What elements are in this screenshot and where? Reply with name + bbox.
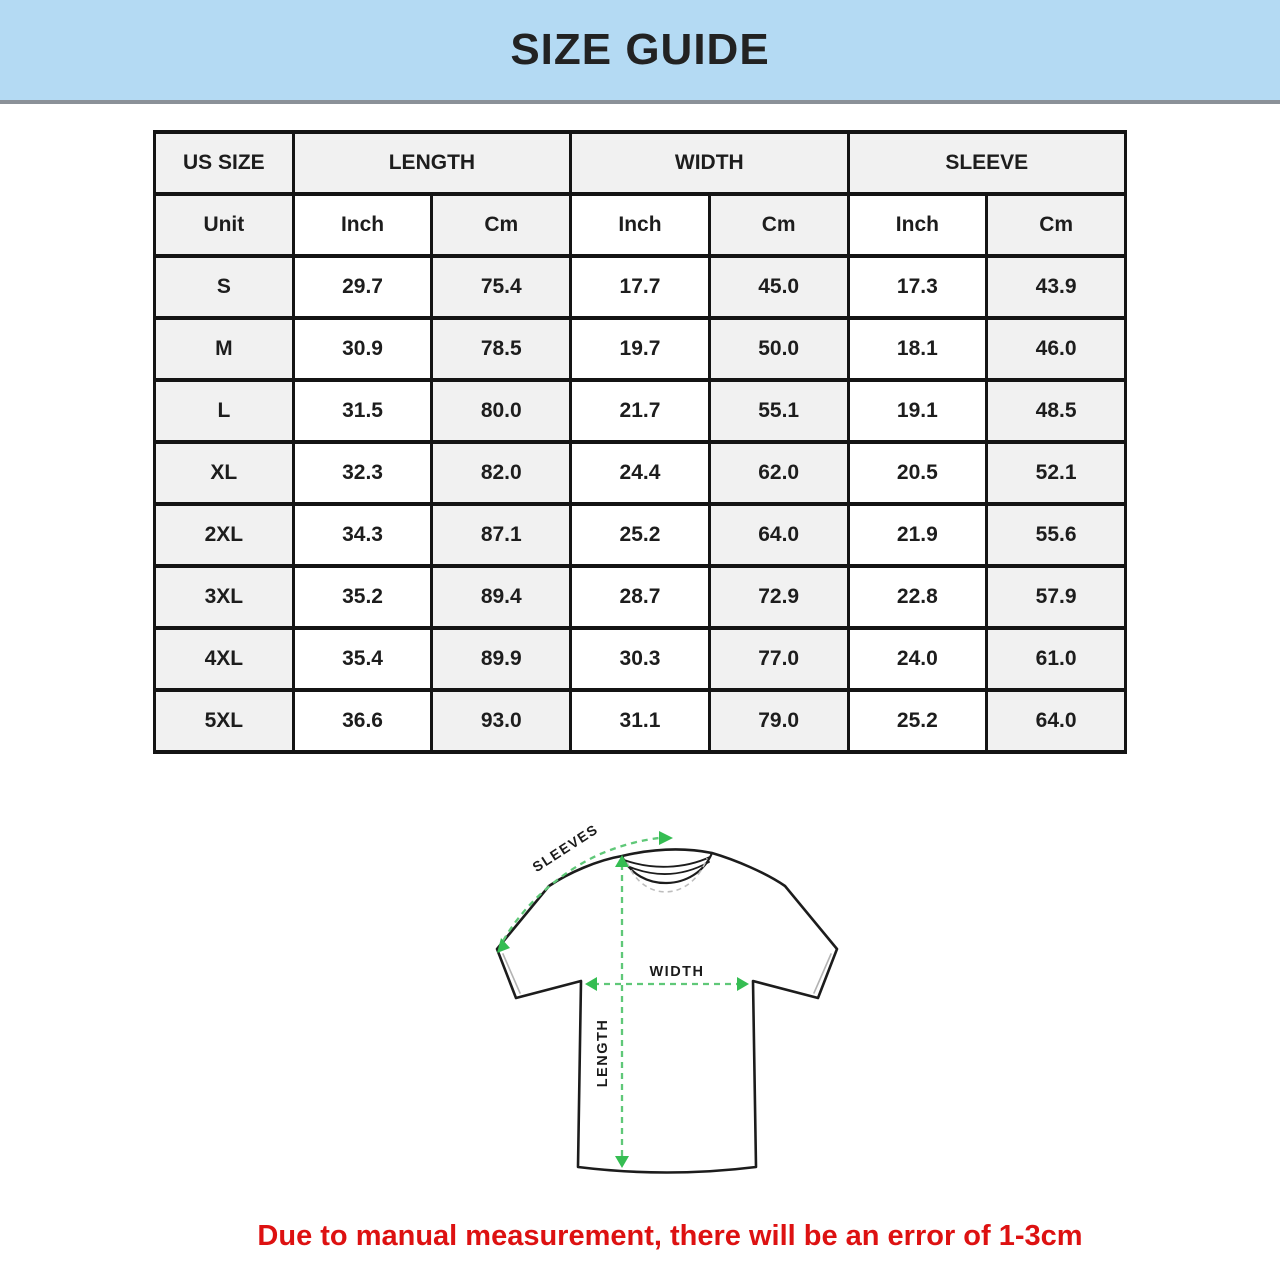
size-table-container: US SIZE LENGTH WIDTH SLEEVE Unit Inch Cm… [153, 130, 1128, 754]
measurement-cell: 87.1 [430, 502, 573, 568]
measurement-cell: 57.9 [985, 564, 1127, 630]
size-label-cell: M [153, 316, 295, 382]
size-label-cell: 2XL [153, 502, 295, 568]
length-arrow [615, 855, 629, 1168]
right-sleeve-hem-line [813, 953, 832, 994]
measurement-cell: 64.0 [985, 688, 1127, 754]
footnote-text: Due to manual measurement, there will be… [257, 1220, 1083, 1252]
measurement-cell: 77.0 [707, 626, 850, 692]
size-row: 4XL 35.4 89.9 30.3 77.0 24.0 61.0 [153, 626, 1127, 692]
us-size-header: US SIZE [153, 130, 295, 196]
measurement-cell: 21.7 [569, 378, 711, 444]
unit-cell: Cm [430, 192, 573, 258]
size-label-cell: L [153, 378, 295, 444]
shirt-outline [495, 848, 839, 1174]
measurement-cell: 72.9 [707, 564, 850, 630]
measurement-cell: 25.2 [569, 502, 711, 568]
measurement-cell: 20.5 [846, 440, 989, 506]
measurement-cell: 31.5 [291, 378, 434, 444]
page-title: SIZE GUIDE [510, 25, 770, 74]
measurement-cell: 29.7 [291, 254, 434, 320]
unit-cell: Inch [846, 192, 989, 258]
size-row: L 31.5 80.0 21.7 55.1 19.1 48.5 [153, 378, 1127, 444]
measurement-cell: 61.0 [985, 626, 1127, 692]
measurement-cell: 79.0 [707, 688, 850, 754]
measurement-cell: 50.0 [707, 316, 850, 382]
collar-back-dash-line [626, 857, 708, 893]
group-header-width: WIDTH [569, 130, 850, 196]
size-label-cell: 5XL [153, 688, 295, 754]
measurement-cell: 19.7 [569, 316, 711, 382]
size-row: 2XL 34.3 87.1 25.2 64.0 21.9 55.6 [153, 502, 1127, 568]
measurement-cell: 17.3 [846, 254, 989, 320]
measurement-cell: 34.3 [291, 502, 434, 568]
measurement-cell: 43.9 [985, 254, 1127, 320]
tshirt-diagram: SLEEVES WIDTH LENGTH [495, 821, 839, 1174]
measurement-cell: 55.6 [985, 502, 1127, 568]
measurement-cell: 31.1 [569, 688, 711, 754]
measurement-cell: 21.9 [846, 502, 989, 568]
measurement-cell: 64.0 [707, 502, 850, 568]
measurement-cell: 52.1 [985, 440, 1127, 506]
measurement-cell: 89.4 [430, 564, 573, 630]
size-row: S 29.7 75.4 17.7 45.0 17.3 43.9 [153, 254, 1127, 320]
measurement-cell: 46.0 [985, 316, 1127, 382]
size-table: US SIZE LENGTH WIDTH SLEEVE Unit Inch Cm… [153, 130, 1128, 754]
measurement-cell: 28.7 [569, 564, 711, 630]
group-header-sleeve: SLEEVE [846, 130, 1128, 196]
size-row: M 30.9 78.5 19.7 50.0 18.1 46.0 [153, 316, 1127, 382]
measurement-cell: 36.6 [291, 688, 434, 754]
measurement-cell: 93.0 [430, 688, 573, 754]
group-header-row: US SIZE LENGTH WIDTH SLEEVE [153, 130, 1128, 196]
sleeves-arrow [497, 831, 673, 953]
measurement-cell: 48.5 [985, 378, 1127, 444]
width-arrow [585, 977, 749, 991]
measurement-cell: 17.7 [569, 254, 711, 320]
measurement-cell: 32.3 [291, 440, 434, 506]
left-sleeve-hem-line [502, 953, 521, 994]
size-row: 5XL 36.6 93.0 31.1 79.0 25.2 64.0 [153, 688, 1127, 754]
size-label-cell: 3XL [153, 564, 295, 630]
measurement-cell: 35.4 [291, 626, 434, 692]
unit-row: Unit Inch Cm Inch Cm Inch Cm [153, 192, 1127, 258]
measurement-cell: 75.4 [430, 254, 573, 320]
measurement-cell: 30.9 [291, 316, 434, 382]
measurement-cell: 35.2 [291, 564, 434, 630]
collar-rib-line [623, 856, 711, 868]
measurement-cell: 25.2 [846, 688, 989, 754]
size-guide-banner: SIZE GUIDE [0, 0, 1280, 104]
size-label-cell: XL [153, 440, 295, 506]
length-label: LENGTH [595, 1019, 611, 1088]
measurement-cell: 62.0 [707, 440, 850, 506]
unit-cell: Inch [569, 192, 711, 258]
unit-cell: Cm [985, 192, 1127, 258]
size-table-body: S 29.7 75.4 17.7 45.0 17.3 43.9 M 30.9 78.5 19.7 50… [153, 254, 1127, 754]
width-label: WIDTH [649, 964, 704, 980]
size-label-cell: 4XL [153, 626, 295, 692]
measurement-cell: 82.0 [430, 440, 573, 506]
measurement-cell: 18.1 [846, 316, 989, 382]
size-row: XL 32.3 82.0 24.4 62.0 20.5 52.1 [153, 440, 1127, 506]
measurement-cell: 78.5 [430, 316, 573, 382]
measurement-cell: 19.1 [846, 378, 989, 444]
measurement-cell: 22.8 [846, 564, 989, 630]
measurement-cell: 55.1 [707, 378, 850, 444]
measurement-cell: 24.0 [846, 626, 989, 692]
measurement-cell: 24.4 [569, 440, 711, 506]
collar-rib-line [624, 861, 710, 875]
unit-label-cell: Unit [153, 192, 295, 258]
group-header-length: LENGTH [291, 130, 573, 196]
measurement-cell: 45.0 [707, 254, 850, 320]
measurement-cell: 30.3 [569, 626, 711, 692]
unit-cell: Inch [291, 192, 434, 258]
measurement-cell: 80.0 [430, 378, 573, 444]
measurement-cell: 89.9 [430, 626, 573, 692]
unit-cell: Cm [707, 192, 850, 258]
size-row: 3XL 35.2 89.4 28.7 72.9 22.8 57.9 [153, 564, 1127, 630]
size-label-cell: S [153, 254, 295, 320]
